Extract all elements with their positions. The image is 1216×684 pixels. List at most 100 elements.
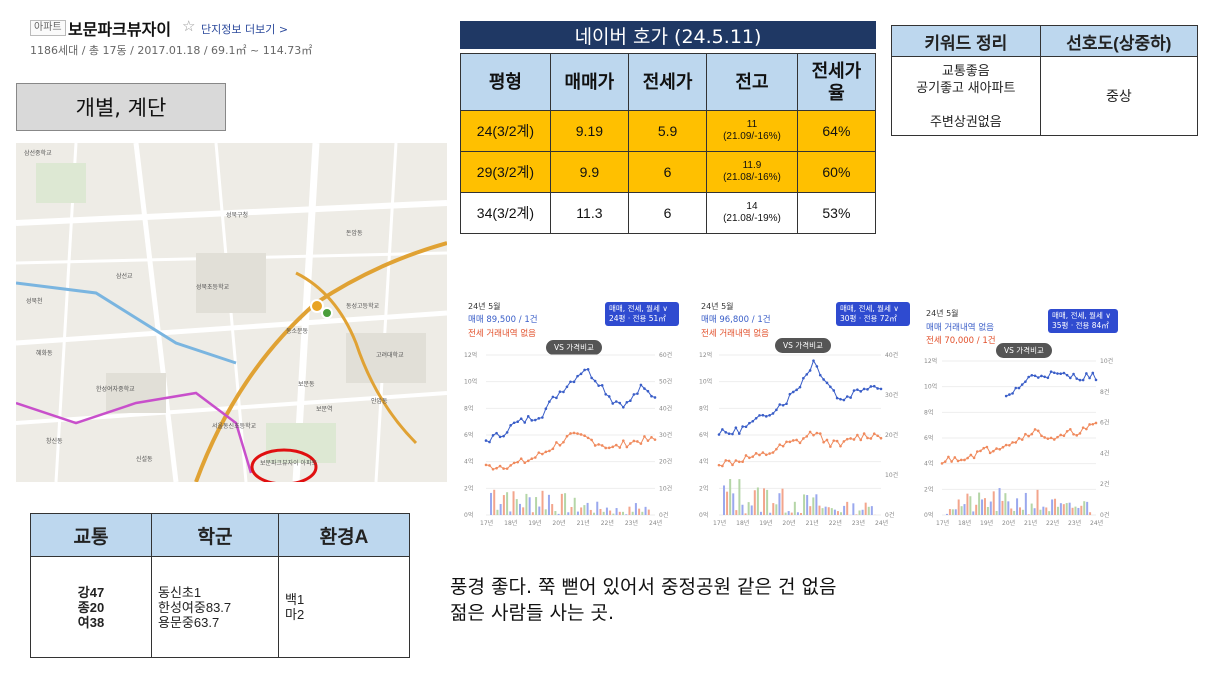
volume-bar (602, 511, 605, 515)
jeonse-price-line-point (1036, 429, 1040, 433)
jeonse-price-line-point (600, 444, 604, 447)
vs-compare-button[interactable]: VS 가격비교 (775, 338, 831, 353)
jeonse-price-line-point (862, 432, 866, 435)
sale-price-line-point (818, 373, 822, 377)
volume-bar (509, 511, 512, 515)
volume-bar (836, 511, 839, 515)
volume-bar (763, 488, 766, 515)
favorite-star-icon[interactable]: ☆ (182, 17, 196, 35)
sale-price-line-point (1027, 375, 1030, 379)
sale-price-line-point (541, 416, 544, 419)
jeonse-price-line-point (551, 447, 555, 451)
area-map[interactable]: 삼선중학교 성북구청 성북초등학교 삼선교 동소문동 보문파크뷰자이 아파트 보… (16, 143, 447, 482)
transport-values: 강47 종20 여38 (30, 556, 152, 658)
x-tick-label: 23년 (852, 519, 865, 527)
volume-bar (1021, 509, 1024, 515)
volume-bar (599, 508, 602, 515)
volume-bar (738, 479, 741, 515)
trade-filter-dropdown[interactable]: 매매, 전세, 월세 ∨ 24평 · 전용 51㎡ (605, 302, 679, 326)
sale-price-line-point (866, 388, 869, 391)
sale-price-line-point (1062, 371, 1066, 375)
volume-bar (732, 493, 735, 515)
jeonse-price-line-point (1017, 437, 1021, 440)
jeonse-price-line-point (943, 460, 947, 463)
volume-bar (978, 492, 981, 515)
trade-filter-dropdown[interactable]: 매매, 전세, 월세 ∨ 30평 · 전용 72㎡ (836, 302, 910, 326)
volume-bar (772, 503, 775, 515)
sale-price-line-point (491, 434, 495, 437)
sale-price-line-point (636, 392, 639, 395)
jeonse-price-line-point (731, 463, 734, 467)
y-right-tick-label: 50건 (659, 378, 672, 386)
sale-price-line-point (569, 380, 572, 384)
sale-price-line-point (533, 418, 537, 422)
x-tick-label: 20년 (782, 519, 795, 527)
volume-bar (852, 503, 855, 515)
trade-filter-dropdown[interactable]: 매매, 전세, 월세 ∨ 35평 · 전용 84㎡ (1048, 309, 1118, 333)
vs-compare-button[interactable]: VS 가격비교 (996, 343, 1052, 358)
y-right-tick-label: 10건 (1100, 357, 1113, 365)
volume-bar (1065, 503, 1068, 515)
naver-price-table: 평형 매매가 전세가 전고 전세가 율 24(3/2계) 9.19 5.9 11… (460, 53, 877, 234)
price-chart-30[interactable]: 24년 5월 매매 96,800 / 1건 전세 거래내역 없음 매매, 전세,… (695, 293, 910, 533)
jeonse-price-line-point (727, 459, 731, 463)
jeonse-price-line-point (597, 443, 600, 446)
y-tick-label: 8억 (464, 404, 473, 412)
sale-price-line-point (614, 400, 618, 403)
sale-price: 9.9 (549, 151, 629, 193)
sale-price-line (485, 368, 656, 443)
price-chart-24[interactable]: 24년 5월 매매 89,500 / 1건 전세 거래내역 없음 매매, 전세,… (460, 293, 685, 533)
volume-bar (787, 511, 790, 515)
vs-compare-button[interactable]: VS 가격비교 (546, 340, 602, 355)
sale-price-line-point (632, 393, 636, 396)
y-tick-label: 12억 (924, 357, 937, 365)
sale-price-line-point (1046, 376, 1050, 380)
volume-bar (1080, 505, 1083, 515)
sale-price-line-point (516, 420, 519, 424)
volume-bar (593, 512, 596, 515)
y-right-tick-label: 40건 (659, 404, 672, 412)
sale-price-line-point (1072, 372, 1075, 376)
sale-price-line-point (748, 421, 751, 425)
sale-price-line-point (829, 385, 832, 389)
sale-price-line-point (737, 432, 741, 435)
map-label: 서울동신초등학교 (212, 422, 257, 430)
sale-price-line-point (1004, 394, 1008, 398)
sale-price-line-point (1088, 376, 1091, 380)
price-chart-35[interactable]: 24년 5월 매매 거래내역 없음 전세 70,000 / 1건 매매, 전세,… (920, 293, 1120, 533)
volume-bar (615, 508, 618, 515)
jeonse-price-line-point (982, 446, 986, 450)
sale-price-line-point (845, 395, 849, 398)
section-label: 개별, 계단 (16, 83, 226, 131)
complex-info-link[interactable]: 단지정보 더보기 > (201, 23, 289, 36)
col-header: 전세가 (627, 53, 708, 111)
y-tick-label: 4억 (464, 458, 473, 466)
volume-bar (790, 512, 793, 515)
volume-bar (989, 501, 992, 515)
jeonse-price-line-point (544, 450, 548, 454)
sale-price-line-point (548, 400, 551, 403)
sale-price-line-point (879, 387, 883, 391)
x-tick-label: 19년 (528, 519, 541, 527)
jeonse-price-line-point (998, 447, 1002, 451)
volume-bar (803, 494, 806, 515)
jeonse-price-line-point (1011, 441, 1014, 444)
jeonse-price-line-point (721, 464, 724, 468)
chart-sale-summary: 매매 89,500 / 1건 (468, 315, 538, 325)
jeonse-price-line-point (761, 451, 765, 454)
volume-bar (1027, 514, 1030, 515)
previous-high: 14 (21.08/-19%) (706, 192, 798, 234)
table-row: 24(3/2계) 9.19 5.9 11 (21.09/-16%) 64% (460, 110, 877, 152)
volume-bar (723, 485, 725, 515)
x-tick-label: 20년 (552, 519, 565, 527)
jeonse-price-line-point (764, 453, 768, 457)
volume-bar (506, 492, 509, 515)
sale-price-line-point (1017, 386, 1021, 390)
unit-type: 34(3/2계) (460, 192, 551, 234)
volume-bar (1042, 506, 1045, 515)
jeonse-price-line-point (604, 446, 608, 450)
sale-price-line-point (530, 419, 534, 422)
volume-bar (995, 510, 998, 515)
sale-price: 9.19 (549, 110, 629, 152)
unit-type: 24(3/2계) (460, 110, 551, 152)
